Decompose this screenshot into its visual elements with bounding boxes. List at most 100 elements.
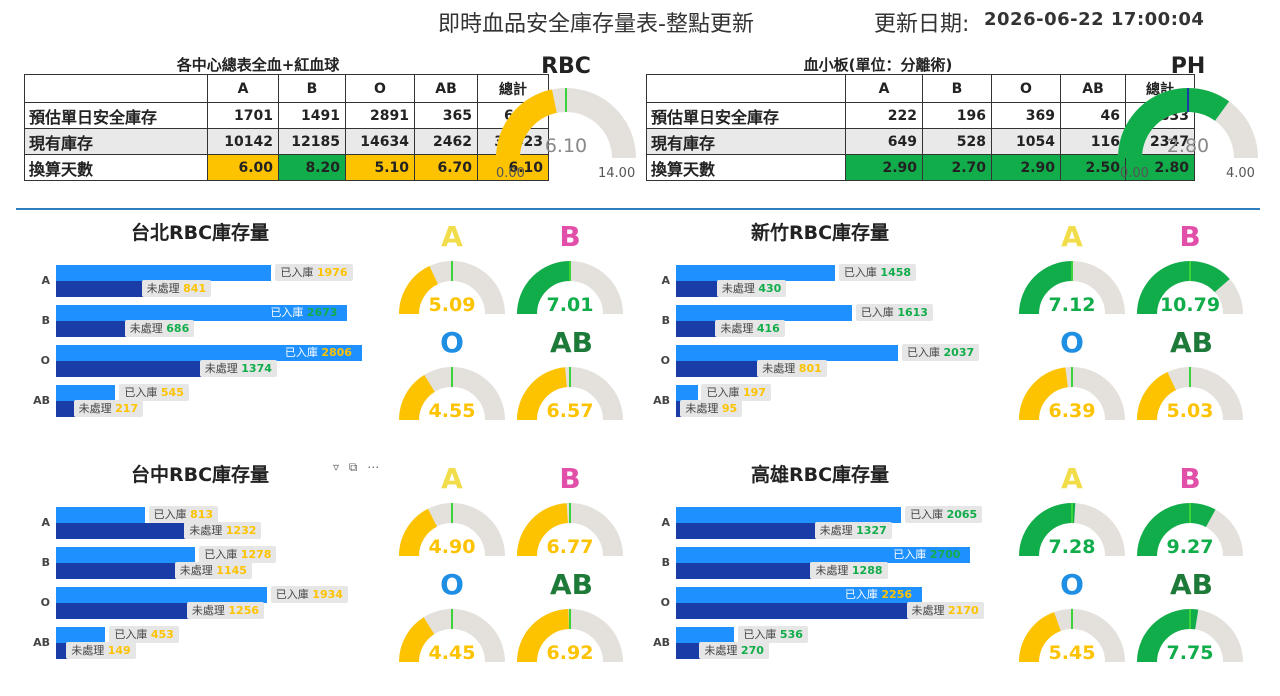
page-title: 即時血品安全庫存量表-整點更新 [438, 12, 754, 37]
category-label: A [41, 274, 50, 287]
bar-unprocessed [676, 523, 821, 539]
blood-type-gauge [399, 261, 505, 315]
data-value: 217 [115, 402, 139, 415]
table-cell: 365 [414, 102, 478, 129]
blood-type-label: A [441, 220, 463, 253]
region-chart-title: 高雄RBC庫存量 [750, 464, 890, 486]
data-value: 1613 [897, 306, 928, 319]
data-value: 2673 [306, 306, 338, 319]
bar-label-unprocessed: 未處理 841 [141, 280, 212, 297]
type-gauge-fill [1137, 609, 1199, 663]
category-label: B [41, 556, 50, 569]
updated-label: 更新日期: [874, 12, 970, 37]
series-name: 已入庫 [114, 628, 151, 641]
ph-gauge-title: PH [1170, 54, 1206, 79]
blood-type-gauge-value: 4.90 [428, 536, 476, 558]
blood-type-gauge [1137, 609, 1243, 663]
type-gauge-fill [1137, 503, 1216, 557]
blood-type-label: O [440, 568, 464, 601]
blood-type-gauge [399, 609, 505, 663]
series-name: 已入庫 [910, 508, 947, 521]
table-cell: 14634 [345, 128, 415, 155]
data-value: 841 [183, 282, 207, 295]
table-cell: 1701 [207, 102, 279, 129]
data-value: 453 [150, 628, 174, 641]
table-cell: 1491 [278, 102, 346, 129]
table-cell: 2.90 [845, 154, 923, 181]
table-cell: 2891 [345, 102, 415, 129]
bar-label-stored: 已入庫 813 [148, 506, 219, 523]
row-label: 預估單日安全庫存 [24, 102, 208, 129]
type-gauge-fill [517, 261, 571, 315]
filter-icon[interactable]: ▿ [333, 460, 340, 474]
bar-unprocessed [56, 603, 193, 619]
series-name: 未處理 [721, 282, 759, 295]
type-gauge-fill [517, 367, 568, 421]
ph-gauge-fill [1118, 88, 1230, 159]
bar-stored [56, 345, 362, 361]
data-value: 1458 [880, 266, 912, 279]
more-options-icon[interactable]: ⋯ [367, 460, 380, 474]
blood-type-gauge-value: 7.75 [1166, 642, 1214, 664]
data-value: 686 [166, 322, 190, 335]
blood-type-gauge-value: 5.45 [1048, 642, 1096, 664]
bar-unprocessed [676, 281, 723, 297]
bar-stored [56, 265, 272, 281]
type-gauge-fill [1019, 612, 1062, 663]
ph-gauge-max: 4.00 [1226, 166, 1255, 181]
category-label: B [661, 556, 670, 569]
region-chart-title: 新竹RBC庫存量 [750, 222, 890, 244]
blood-type-gauge [1019, 367, 1125, 421]
blood-type-gauge [1137, 503, 1243, 557]
blood-type-gauge [517, 367, 623, 421]
data-value: 1288 [851, 564, 883, 577]
blood-type-gauge [517, 609, 623, 663]
table-cell: 2462 [414, 128, 478, 155]
bar-label-stored: 已入庫 2700 [888, 546, 965, 563]
table-cell: 649 [845, 128, 923, 155]
category-label: A [661, 274, 670, 287]
blood-type-label: B [1179, 220, 1201, 253]
table-cell: 8.20 [278, 154, 346, 181]
table-cell: 528 [922, 128, 992, 155]
row-label: 換算天數 [646, 154, 846, 181]
rbc-gauge-fill [496, 89, 558, 159]
rbc-gauge-min: 0.00 [496, 166, 525, 181]
bar-label-unprocessed: 未處理 1327 [814, 522, 892, 539]
column-header: A [207, 74, 279, 103]
bar-stored [676, 385, 698, 401]
blood-type-gauge [1019, 261, 1125, 315]
blood-type-label: A [1061, 220, 1083, 253]
series-name: 已入庫 [743, 628, 780, 641]
bar-label-unprocessed: 未處理 686 [124, 320, 195, 337]
table-cell: 116 [1060, 128, 1126, 155]
bar-unprocessed [676, 321, 722, 337]
table-row: 預估單日安全庫存 222 196 369 46 833 [646, 102, 1195, 129]
plt-table-wrap: A B O AB 總計 預估單日安全庫存 222 196 369 46 833 現有庫存 649 528 1… [646, 74, 1195, 181]
bar-unprocessed [56, 281, 148, 297]
table-cell: 6.10 [477, 154, 549, 181]
blood-type-gauge [1019, 609, 1125, 663]
bar-unprocessed [676, 563, 817, 579]
series-name: 已入庫 [280, 266, 317, 279]
type-gauge-fill [1019, 261, 1073, 315]
category-label: B [661, 314, 670, 327]
bar-stored [56, 305, 348, 321]
bar-label-stored: 已入庫 2065 [905, 506, 983, 523]
region-panel-kaohsiung: 高雄RBC庫存量 A 已入庫 2065 未處理 1327 B 已入庫 2700 未處理 12… [640, 458, 1260, 678]
blood-type-label: B [559, 462, 581, 495]
series-name: 已入庫 [843, 266, 881, 279]
blood-type-gauge-value: 7.28 [1048, 536, 1096, 558]
data-value: 545 [160, 386, 184, 399]
category-label: AB [653, 636, 670, 649]
series-name: 已入庫 [706, 386, 743, 399]
blood-type-label: A [441, 462, 463, 495]
focus-mode-icon[interactable]: ⧉ [348, 460, 358, 474]
series-name: 已入庫 [275, 588, 313, 601]
series-name: 未處理 [815, 564, 852, 577]
blood-type-gauge-value: 9.27 [1166, 536, 1214, 558]
series-name: 已入庫 [124, 386, 161, 399]
bar-label-unprocessed: 未處理 1145 [174, 562, 252, 579]
blood-type-label: AB [550, 326, 594, 359]
table-cell: 2.90 [991, 154, 1061, 181]
